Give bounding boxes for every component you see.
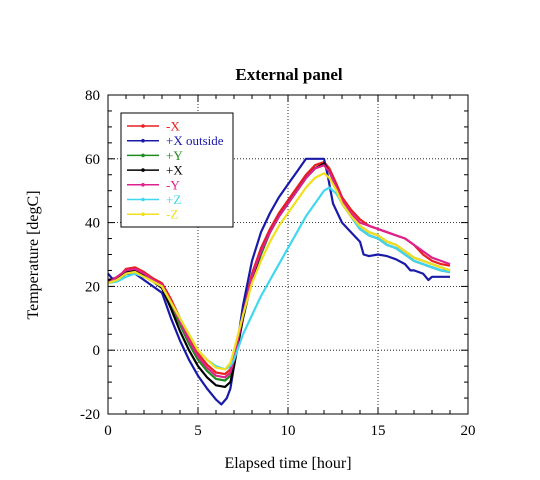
legend-marker-0 bbox=[141, 124, 145, 128]
legend-marker-6 bbox=[141, 212, 145, 216]
x-tick-label: 20 bbox=[461, 423, 476, 439]
legend-label-0: -X bbox=[166, 119, 180, 134]
series-line-1 bbox=[107, 157, 450, 406]
series-line-6 bbox=[107, 172, 451, 371]
legend-label-4: -Y bbox=[166, 177, 180, 192]
legend-label-1: +X outside bbox=[166, 133, 224, 148]
legend-marker-3 bbox=[141, 168, 145, 172]
y-tick-label: 0 bbox=[93, 343, 101, 359]
x-tick-label: 10 bbox=[281, 423, 296, 439]
legend-label-3: +X bbox=[166, 163, 183, 178]
legend: -X+X outside+Y+X-Y+Z-Z bbox=[120, 112, 234, 228]
chart-title: External panel bbox=[235, 65, 342, 84]
y-axis-label: Temperature [degC] bbox=[25, 190, 42, 319]
y-tick-label: -20 bbox=[80, 407, 100, 423]
y-tick-label: 60 bbox=[85, 152, 100, 168]
legend-marker-2 bbox=[141, 153, 145, 158]
x-tick-label: 5 bbox=[194, 423, 202, 439]
legend-label-6: -Z bbox=[166, 207, 178, 222]
y-tick-label: 40 bbox=[85, 216, 100, 232]
legend-marker-5 bbox=[141, 197, 145, 202]
y-tick-label: 20 bbox=[85, 279, 100, 295]
series-layer bbox=[107, 157, 451, 406]
legend-label-5: +Z bbox=[166, 192, 181, 207]
x-tick-label: 0 bbox=[104, 423, 112, 439]
legend-marker-1 bbox=[141, 138, 145, 143]
legend-marker-4 bbox=[141, 183, 145, 187]
x-tick-label: 15 bbox=[371, 423, 386, 439]
y-tick-label: 80 bbox=[85, 88, 100, 104]
legend-label-2: +Y bbox=[166, 148, 183, 163]
x-axis-label: Elapsed time [hour] bbox=[224, 455, 351, 472]
